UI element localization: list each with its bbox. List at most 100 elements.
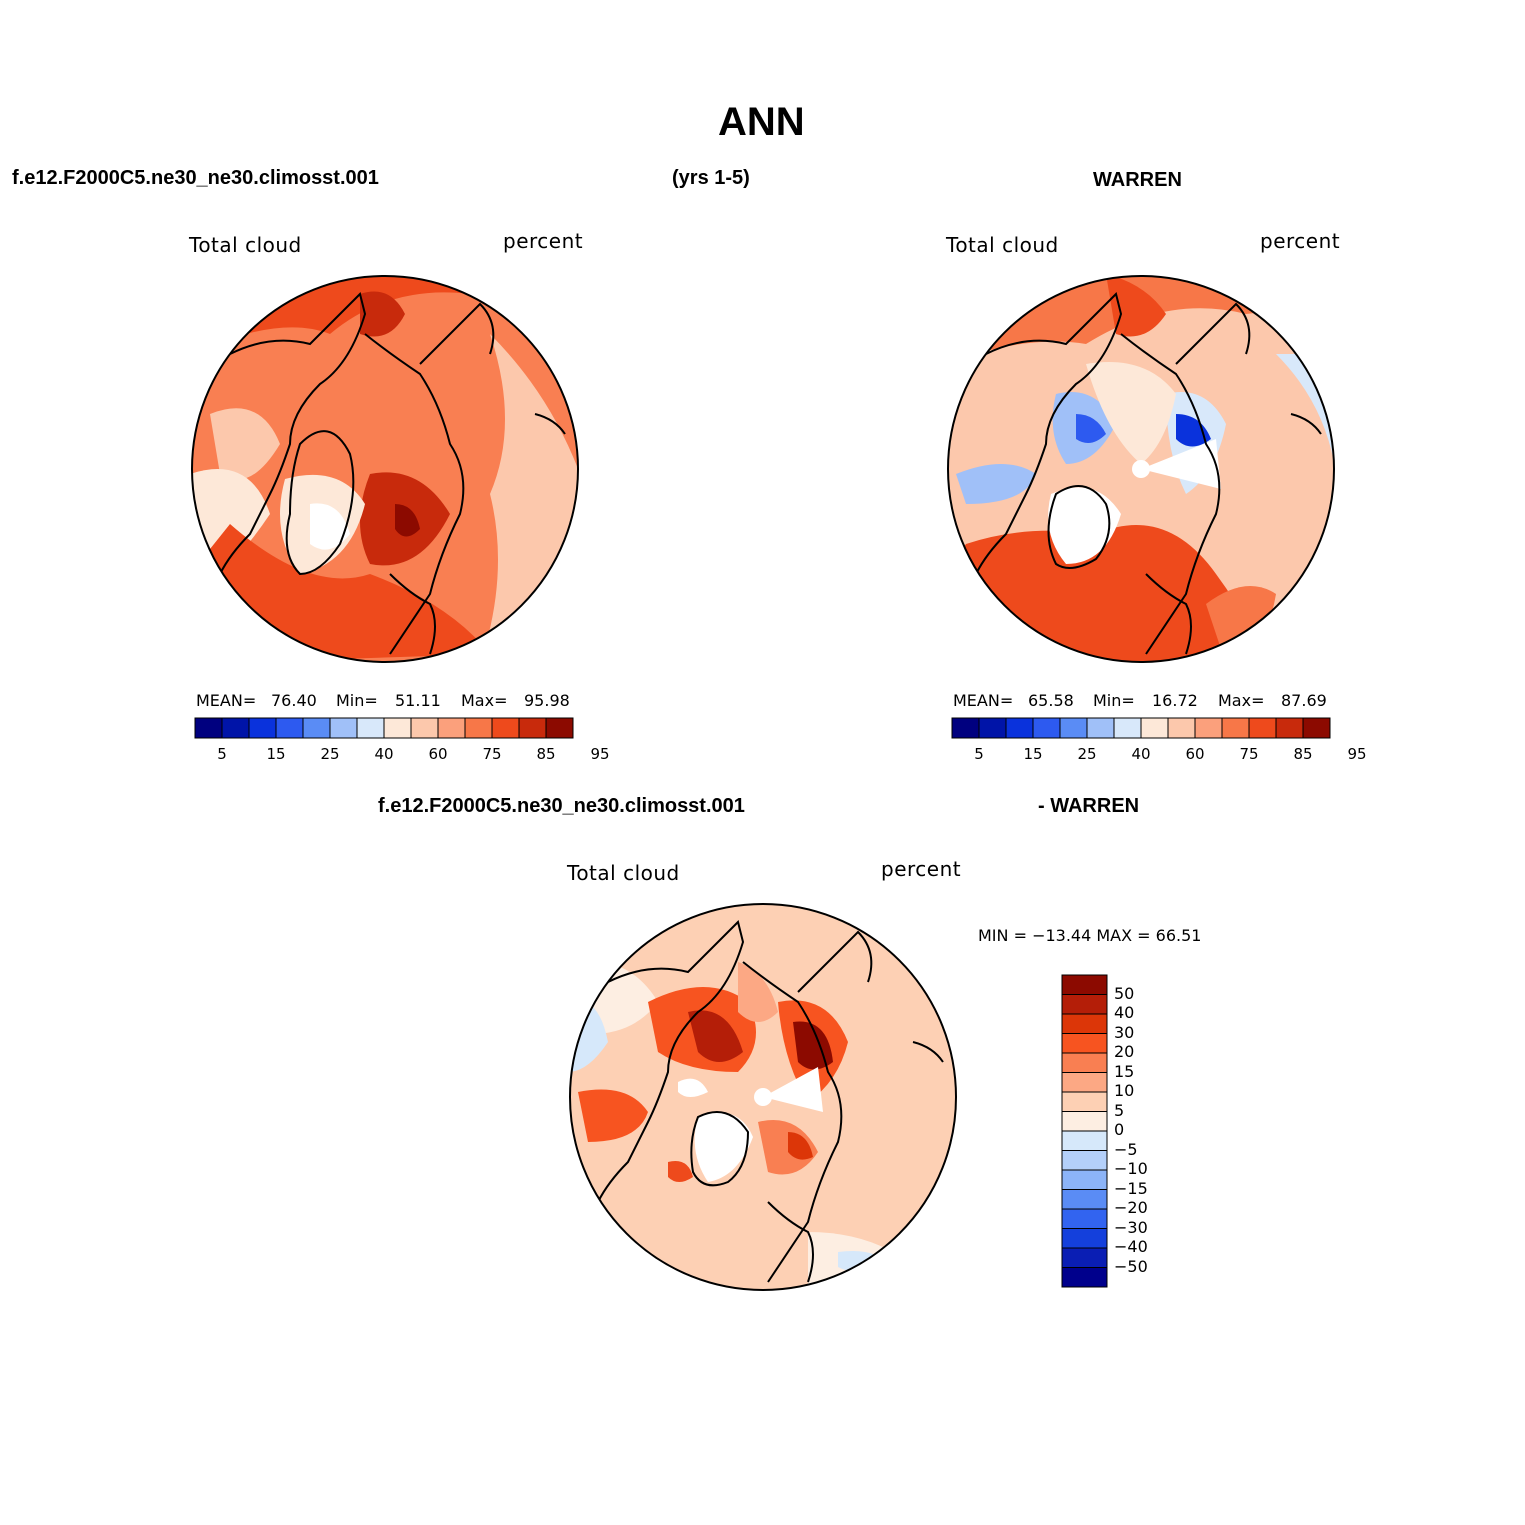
colorbar-swatch	[1061, 1247, 1108, 1268]
panel2-mean-label: MEAN=	[953, 691, 1014, 710]
colorbar-tick-label: 95	[1347, 745, 1367, 763]
colorbar-tick-label: 15	[1114, 1061, 1135, 1081]
colorbar-tick-label: 60	[1185, 745, 1205, 763]
colorbar-tick-label: 25	[1077, 745, 1097, 763]
colorbar-swatch	[1061, 1189, 1108, 1210]
colorbar-tick-label: 0	[1114, 1120, 1125, 1139]
colorbar-swatch	[1061, 994, 1108, 1015]
panel2-min-label: Min=	[1093, 691, 1135, 710]
diff-units: percent	[881, 857, 962, 881]
colorbar-swatch	[1061, 1052, 1108, 1073]
panel2-max: 87.69	[1281, 691, 1327, 710]
colorbar-tick-label: −15	[1114, 1178, 1148, 1198]
diff-case-name: f.e12.F2000C5.ne30_ne30.climosst.001	[378, 795, 745, 817]
colorbar-swatch	[410, 717, 439, 739]
panel1-max-label: Max=	[461, 691, 508, 710]
panel2-max-label: Max=	[1218, 691, 1265, 710]
colorbar-tick-label: 75	[482, 745, 502, 763]
panel1-min: 51.11	[395, 691, 441, 710]
colorbar-swatch	[1061, 974, 1108, 995]
colorbar-tick-label: 40	[1131, 745, 1151, 763]
colorbar-swatch	[194, 717, 223, 739]
colorbar-tick-label: −10	[1114, 1159, 1148, 1178]
diff-obs-name: - WARREN	[1038, 795, 1140, 817]
colorbar-swatch	[1167, 717, 1196, 739]
panel1-variable: Total cloud	[189, 233, 302, 257]
colorbar-swatch	[518, 717, 547, 739]
colorbar-swatch	[1194, 717, 1223, 739]
colorbar-tick-label: 20	[1114, 1042, 1135, 1061]
colorbar-swatch	[545, 717, 574, 739]
panel2-variable: Total cloud	[946, 233, 1059, 257]
diff-minmax: MIN = −13.44 MAX = 66.51	[978, 926, 1202, 945]
panel1-map	[191, 275, 579, 663]
colorbar-tick-label: 85	[536, 745, 556, 763]
colorbar-swatch	[302, 717, 331, 739]
panel1-mean: 76.40	[271, 691, 317, 710]
colorbar-swatch	[1061, 1072, 1108, 1093]
colorbar-tick-label: 5	[1114, 1100, 1125, 1120]
colorbar-swatch	[248, 717, 277, 739]
panel2-map	[947, 275, 1335, 663]
panel1-units: percent	[503, 229, 584, 253]
colorbar-tick-label: −30	[1114, 1217, 1148, 1237]
colorbar-swatch	[1061, 1169, 1108, 1190]
panel2-colorbar	[951, 717, 1331, 739]
colorbar-swatch	[329, 717, 358, 739]
colorbar-tick-label: 15	[1023, 745, 1043, 763]
panel1-mean-label: MEAN=	[196, 691, 257, 710]
colorbar-tick-label: −40	[1114, 1237, 1148, 1256]
colorbar-swatch	[1061, 1267, 1108, 1288]
panel1-colorbar	[194, 717, 574, 739]
colorbar-swatch	[1005, 717, 1034, 739]
panel1-max: 95.98	[524, 691, 570, 710]
colorbar-tick-label: 10	[1114, 1081, 1135, 1100]
colorbar-swatch	[1140, 717, 1169, 739]
obs-name: WARREN	[1093, 169, 1182, 191]
colorbar-tick-label: −50	[1114, 1256, 1148, 1276]
colorbar-swatch	[1302, 717, 1331, 739]
colorbar-swatch	[1113, 717, 1142, 739]
colorbar-tick-label: 50	[1114, 983, 1135, 1003]
panel1-min-label: Min=	[336, 691, 378, 710]
panel2-mean: 65.58	[1028, 691, 1074, 710]
colorbar-swatch	[1059, 717, 1088, 739]
colorbar-tick-label: 5	[217, 745, 227, 763]
colorbar-tick-label: 5	[974, 745, 984, 763]
colorbar-tick-label: −20	[1114, 1198, 1148, 1217]
colorbar-tick-label: 60	[428, 745, 448, 763]
diff-variable: Total cloud	[567, 861, 680, 885]
diff-colorbar	[1061, 974, 1108, 1288]
colorbar-tick-label: 75	[1239, 745, 1259, 763]
page-title: ANN	[718, 100, 805, 144]
colorbar-swatch	[1061, 1228, 1108, 1249]
colorbar-tick-label: 85	[1293, 745, 1313, 763]
colorbar-swatch	[221, 717, 250, 739]
colorbar-swatch	[1061, 1111, 1108, 1132]
colorbar-tick-label: 40	[374, 745, 394, 763]
colorbar-swatch	[1061, 1150, 1108, 1171]
colorbar-tick-label: 30	[1114, 1022, 1135, 1042]
colorbar-swatch	[1061, 1013, 1108, 1034]
colorbar-swatch	[1061, 1091, 1108, 1112]
colorbar-swatch	[1032, 717, 1061, 739]
colorbar-swatch	[1221, 717, 1250, 739]
colorbar-swatch	[1248, 717, 1277, 739]
colorbar-swatch	[356, 717, 385, 739]
colorbar-swatch	[464, 717, 493, 739]
diff-map	[569, 903, 957, 1291]
colorbar-tick-label: −5	[1114, 1139, 1138, 1159]
colorbar-tick-label: 15	[266, 745, 286, 763]
colorbar-swatch	[1061, 1033, 1108, 1054]
colorbar-tick-label: 95	[590, 745, 610, 763]
panel2-units: percent	[1260, 229, 1341, 253]
case-name: f.e12.F2000C5.ne30_ne30.climosst.001	[12, 167, 379, 189]
colorbar-swatch	[951, 717, 980, 739]
colorbar-swatch	[1061, 1130, 1108, 1151]
colorbar-tick-label: 40	[1114, 1003, 1135, 1022]
colorbar-swatch	[275, 717, 304, 739]
years-label: (yrs 1-5)	[672, 167, 750, 189]
colorbar-swatch	[437, 717, 466, 739]
colorbar-tick-label: 25	[320, 745, 340, 763]
colorbar-swatch	[383, 717, 412, 739]
